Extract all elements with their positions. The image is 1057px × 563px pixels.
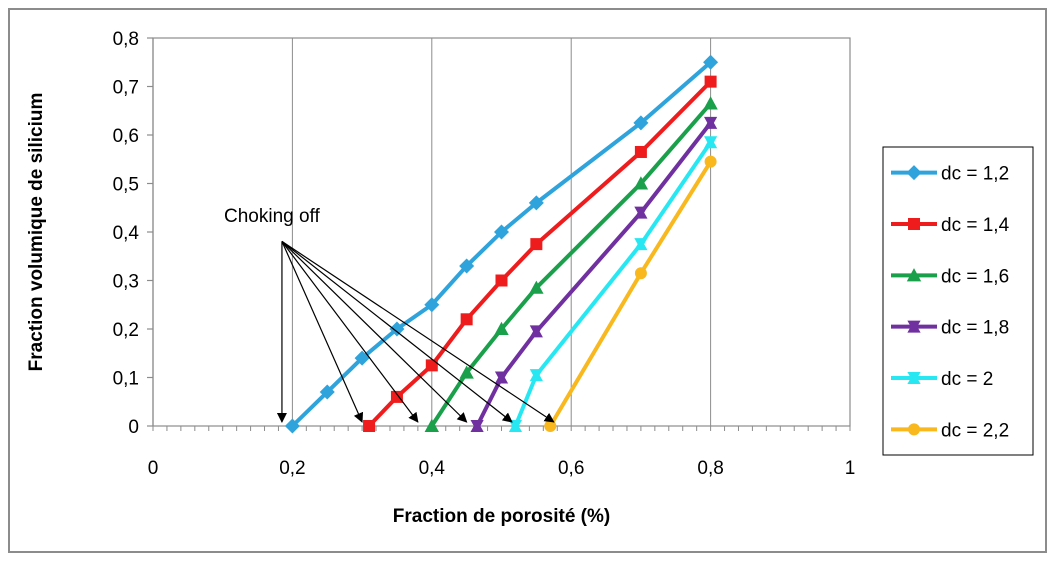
- annotation-arrow: [281, 240, 555, 423]
- legend-entry: dc = 2,2: [891, 420, 1009, 441]
- data-point-diamond: [284, 418, 300, 434]
- chart-frame: [8, 8, 1047, 553]
- legend-label: dc = 1,8: [941, 318, 1009, 339]
- data-point-marker: [634, 206, 648, 219]
- data-point-square: [530, 238, 543, 251]
- y-tick-label: 0,2: [113, 320, 139, 341]
- series-5: [508, 136, 718, 432]
- annotation-layer: [276, 240, 555, 423]
- legend-box: [882, 146, 1034, 456]
- data-point-triangle: [459, 365, 474, 379]
- series-line: [475, 121, 713, 427]
- data-point-marker: [529, 369, 543, 382]
- series-layer: [284, 54, 719, 434]
- series-line: [548, 160, 713, 428]
- x-tick-label: 0,4: [419, 458, 446, 479]
- data-point-square: [634, 145, 647, 158]
- data-point-diamond: [703, 54, 719, 70]
- data-point-marker: [704, 136, 718, 149]
- legend-label: dc = 1,6: [941, 266, 1009, 287]
- series-6: [544, 155, 717, 432]
- data-point-marker: [494, 371, 509, 384]
- data-point-marker: [470, 420, 484, 432]
- data-point-marker: [907, 320, 921, 333]
- annotation-arrow: [281, 240, 468, 423]
- data-point-circle: [908, 423, 920, 436]
- annotation-arrow: [281, 241, 419, 423]
- data-point-diamond: [424, 297, 440, 313]
- series-2: [363, 75, 717, 432]
- y-tick-label: 0,3: [113, 272, 139, 293]
- data-point-diamond: [459, 258, 475, 274]
- legend-label: dc = 1,2: [941, 164, 1009, 185]
- legend-label: dc = 1,4: [941, 215, 1010, 236]
- y-tick-label: 0,4: [113, 223, 140, 244]
- data-point-triangle: [703, 96, 718, 110]
- data-point-triangle: [529, 280, 544, 294]
- series-4: [470, 116, 718, 432]
- data-point-diamond: [354, 350, 370, 366]
- y-axis-title: Fraction volumique de silicium: [26, 93, 47, 372]
- x-tick-label: 1: [845, 458, 856, 479]
- data-point-circle: [704, 155, 717, 168]
- x-tick-label: 0: [148, 458, 159, 479]
- data-point-circle: [544, 420, 557, 432]
- data-point-square: [460, 313, 473, 326]
- data-point-diamond: [906, 165, 922, 181]
- data-point-diamond: [633, 115, 649, 131]
- x-axis-title: Fraction de porosité (%): [393, 506, 610, 527]
- y-tick-label: 0,8: [113, 29, 139, 50]
- data-point-square: [704, 75, 717, 88]
- legend: dc = 1,2 dc = 1,4 dc = 1,6 dc = 1,8 dc = 2 dc…: [882, 146, 1034, 456]
- legend-entry: dc = 1,8: [891, 318, 1009, 339]
- data-point-triangle: [424, 418, 439, 432]
- x-tick-label: 0,8: [697, 458, 723, 479]
- data-point-square: [495, 274, 508, 287]
- data-point-square: [390, 390, 403, 403]
- data-point-triangle: [494, 321, 509, 335]
- y-tick-label: 0,6: [113, 126, 139, 147]
- legend-label: dc = 2: [941, 369, 993, 390]
- data-point-circle: [634, 267, 647, 280]
- x-tick-label: 0,6: [558, 458, 584, 479]
- y-tick-label: 0,5: [113, 175, 139, 196]
- y-tick-label: 0,7: [113, 78, 139, 99]
- annotation-text: Choking off: [224, 206, 320, 227]
- data-point-square: [363, 420, 376, 432]
- y-tick-label: 0: [128, 417, 139, 438]
- data-point-marker: [704, 116, 718, 129]
- x-tick-label: 0,2: [279, 458, 305, 479]
- data-point-marker: [529, 325, 543, 338]
- legend-entry: dc = 2: [891, 369, 993, 390]
- data-point-triangle: [906, 268, 922, 282]
- data-point-diamond: [319, 384, 335, 400]
- axis-layer: 0 0,1 0,2 0,3 0,4 0,5 0,6 0,7 0,8 0 0,2 0,4 0,6 0,8 1: [113, 29, 856, 479]
- legend-entry: dc = 1,6: [891, 266, 1009, 287]
- y-tick-label: 0,1: [113, 369, 139, 390]
- annotation-arrow: [281, 241, 364, 423]
- data-point-marker: [508, 420, 523, 432]
- data-point-square: [908, 218, 920, 230]
- legend-entry: dc = 1,2: [891, 164, 1009, 185]
- series-line: [291, 60, 712, 428]
- series-1: [284, 54, 719, 434]
- data-point-diamond: [389, 321, 405, 337]
- data-point-marker: [634, 238, 648, 251]
- data-point-triangle: [633, 176, 649, 190]
- data-point-diamond: [528, 195, 544, 211]
- series-line: [513, 141, 713, 427]
- data-point-square: [425, 359, 438, 372]
- legend-label: dc = 2,2: [941, 420, 1009, 441]
- data-point-marker: [907, 372, 921, 384]
- data-point-diamond: [494, 224, 509, 240]
- annotation-arrow: [281, 240, 513, 423]
- legend-entry: dc = 1,4: [891, 215, 1010, 236]
